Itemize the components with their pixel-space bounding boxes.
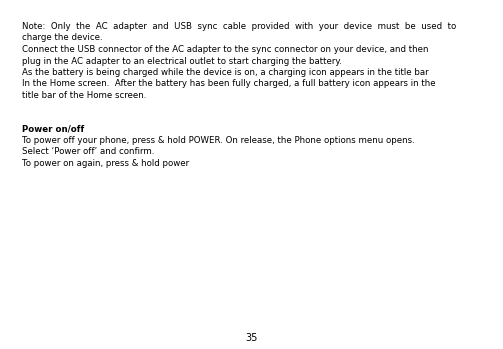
Text: In the Home screen.  After the battery has been fully charged, a full battery ic: In the Home screen. After the battery ha… xyxy=(22,80,436,89)
Text: 35: 35 xyxy=(245,333,258,343)
Text: title bar of the Home screen.: title bar of the Home screen. xyxy=(22,91,146,100)
Text: To power off your phone, press & hold POWER. On release, the Phone options menu : To power off your phone, press & hold PO… xyxy=(22,136,415,145)
Text: Select ‘Power off’ and confirm.: Select ‘Power off’ and confirm. xyxy=(22,148,154,156)
Text: charge the device.: charge the device. xyxy=(22,34,103,43)
Text: Note:  Only  the  AC  adapter  and  USB  sync  cable  provided  with  your  devi: Note: Only the AC adapter and USB sync c… xyxy=(22,22,456,31)
Text: Connect the USB connector of the AC adapter to the sync connector on your device: Connect the USB connector of the AC adap… xyxy=(22,45,429,54)
Text: As the battery is being charged while the device is on, a charging icon appears : As the battery is being charged while th… xyxy=(22,68,429,77)
Text: To power on again, press & hold power: To power on again, press & hold power xyxy=(22,159,189,168)
Text: plug in the AC adapter to an electrical outlet to start charging the battery.: plug in the AC adapter to an electrical … xyxy=(22,57,342,66)
Text: Power on/off: Power on/off xyxy=(22,125,84,134)
